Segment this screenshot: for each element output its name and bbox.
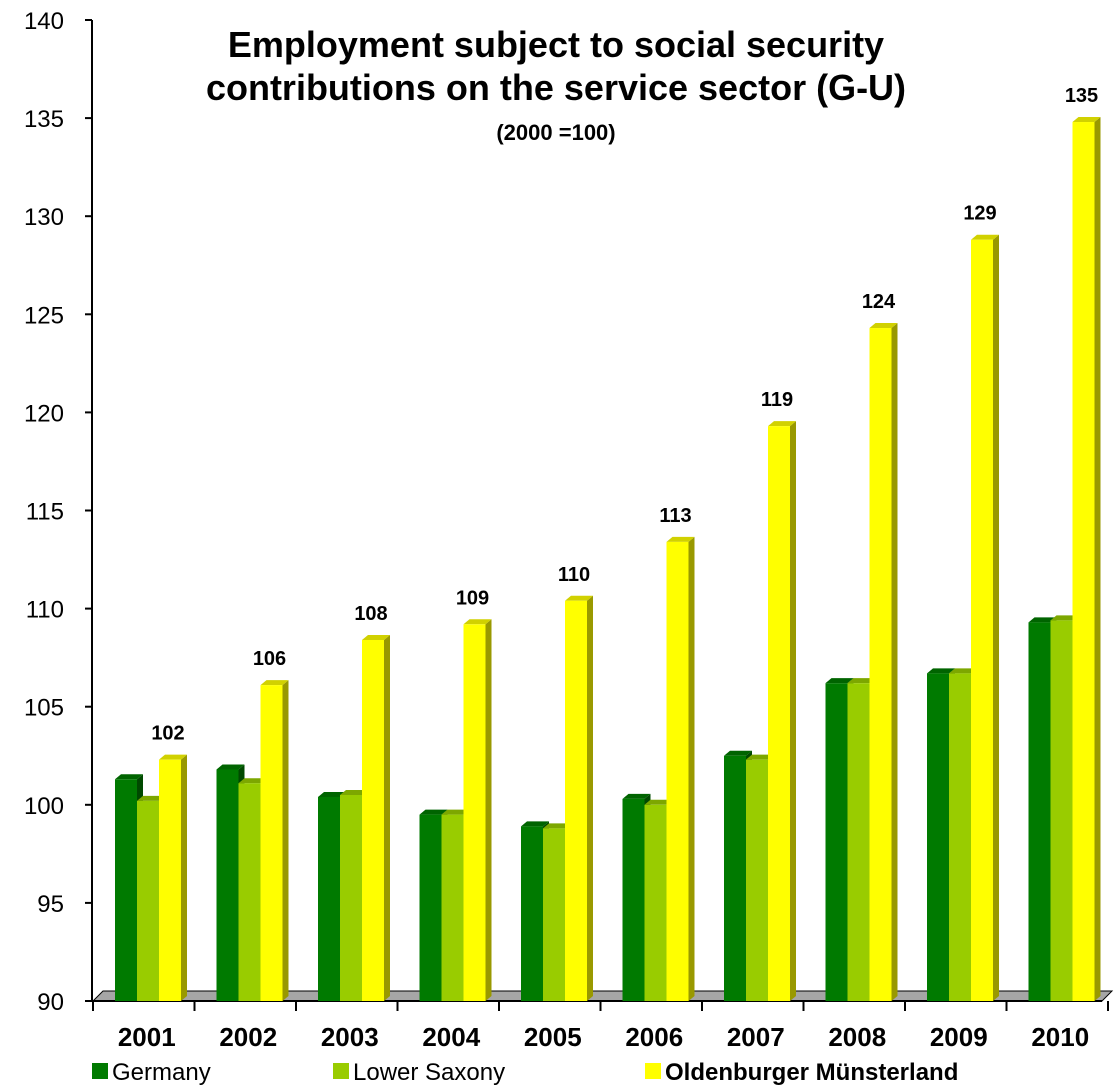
legend-label: Oldenburger Münsterland: [665, 1059, 958, 1086]
x-tick-label: 2004: [422, 1022, 480, 1052]
x-tick-label: 2010: [1031, 1022, 1089, 1052]
x-tick-label: 2005: [524, 1022, 582, 1052]
y-tick-label: 90: [37, 989, 64, 1016]
legend-item: Oldenburger Münsterland: [645, 1059, 958, 1086]
y-tick-label: 100: [24, 793, 64, 820]
legend: Germany Lower Saxony Oldenburger Münsterla…: [92, 1059, 958, 1086]
data-label: 113: [659, 505, 691, 527]
bar-2010-2: [1072, 117, 1101, 1002]
x-tick-label: 2008: [828, 1022, 886, 1052]
legend-label: Germany: [112, 1059, 211, 1086]
x-tick-label: 2006: [625, 1022, 683, 1052]
legend-item: Lower Saxony: [333, 1059, 505, 1086]
x-tick-label: 2007: [727, 1022, 785, 1052]
data-label: 108: [354, 603, 387, 625]
data-label: 119: [761, 389, 793, 411]
bar-2005-2: [565, 595, 593, 1001]
x-tick-label: 2009: [930, 1022, 988, 1052]
bar-2001-2: [159, 754, 187, 1001]
x-tick-label: 2001: [118, 1022, 176, 1052]
bar-2002-2: [260, 680, 289, 1001]
y-tick-label: 135: [24, 106, 64, 133]
data-label: 124: [862, 291, 896, 313]
data-label: 110: [558, 564, 590, 586]
y-tick-label: 120: [24, 400, 64, 427]
y-tick-label: 130: [24, 204, 64, 231]
bar-2004-2: [463, 619, 492, 1001]
y-tick-label: 95: [37, 891, 64, 918]
y-tick-label: 125: [24, 302, 64, 329]
legend-swatch: [333, 1063, 349, 1079]
data-label: 102: [151, 723, 184, 745]
y-axis: 90 95 100 105 110 115 120 125 130 135 140: [24, 8, 93, 1016]
bar-2007-2: [768, 421, 796, 1001]
data-label: 129: [963, 203, 996, 225]
chart-title-line-2: contributions on the service sector (G-U…: [206, 67, 906, 108]
legend-swatch: [645, 1063, 661, 1079]
data-label: 135: [1065, 85, 1098, 107]
y-tick-label: 140: [24, 8, 64, 35]
y-tick-label: 110: [26, 597, 64, 624]
chart-subtitle: (2000 =100): [496, 120, 615, 145]
legend-label: Lower Saxony: [353, 1059, 505, 1086]
x-axis-ticks: 2001 2002 2003 2004 2005 2006 2007 2008 2009 2010: [92, 1001, 1109, 1052]
bars: [115, 117, 1101, 1002]
bar-2003-2: [362, 634, 390, 1001]
bar-2009-2: [971, 234, 999, 1001]
legend-item: Germany: [92, 1059, 211, 1086]
data-label: 109: [456, 587, 489, 609]
y-tick-label: 105: [24, 695, 64, 722]
bar-2006-2: [666, 536, 695, 1001]
chart-title-line-1: Employment subject to social security: [228, 24, 884, 65]
legend-swatch: [92, 1063, 108, 1079]
data-labels: 102 106 108 109 110 113 119 124 129 135: [151, 85, 1098, 745]
x-tick-label: 2002: [219, 1022, 277, 1052]
bar-2008-2: [869, 323, 898, 1001]
y-tick-label: 115: [26, 499, 64, 526]
data-label: 106: [253, 648, 286, 670]
chart-title-block: Employment subject to social security co…: [206, 24, 906, 145]
x-tick-label: 2003: [321, 1022, 379, 1052]
